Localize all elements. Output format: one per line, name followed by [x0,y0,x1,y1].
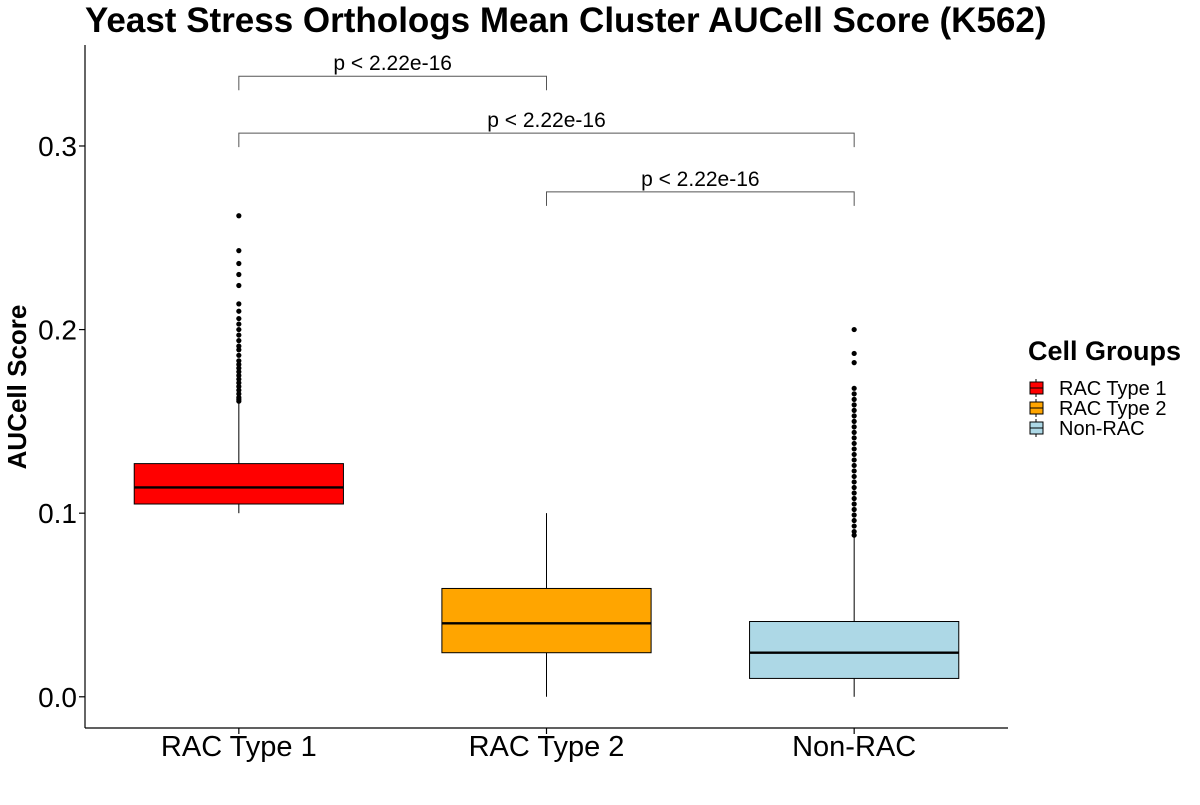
outlier-point [236,352,242,358]
outlier-point [851,435,857,441]
outlier-point [851,402,857,408]
outlier-point [851,517,857,524]
outlier-point [851,396,857,402]
y-tick-label: 0.0 [38,682,77,713]
legend-label: RAC Type 2 [1059,398,1166,420]
legend-entry: RAC Type 1 [1029,378,1166,400]
x-tick-label: RAC Type 2 [469,731,625,763]
outlier-point [236,358,242,364]
outlier-point [851,532,857,538]
outlier-point [236,332,242,338]
significance-bracket: p < 2.22e-16 [238,109,855,148]
box-body [133,463,344,505]
x-tick-label: Non-RAC [792,731,916,763]
outlier-point [851,512,857,518]
outlier-point [236,398,242,404]
significance-bracket: p < 2.22e-16 [546,168,855,206]
legend-entry: RAC Type 2 [1029,398,1166,420]
outlier-point [236,347,242,353]
outlier-point [236,383,242,390]
outlier-point [236,337,242,344]
outlier-point [236,308,242,314]
box-group-rac-type-1 [133,213,344,514]
outlier-point [851,495,857,502]
outlier-point [851,418,857,424]
legend-label: RAC Type 1 [1059,378,1166,400]
outlier-point [851,523,857,529]
outlier-point [851,451,857,458]
outlier-point [236,301,242,307]
outlier-point [851,326,857,333]
outlier-point [851,490,857,496]
outlier-point [236,387,242,393]
bracket-line [546,191,855,206]
box-group-rac-type-2 [441,513,652,697]
outlier-point [851,413,857,419]
outlier-point [236,343,242,349]
y-tick-label: 0.2 [38,315,77,346]
outlier-point [851,429,857,436]
outlier-point [851,407,857,413]
outlier-point [236,376,242,382]
outlier-point [236,213,242,219]
outlier-point [236,271,242,278]
outlier-point [851,501,857,507]
outlier-point [236,380,242,386]
x-tick-label: RAC Type 1 [161,731,317,763]
box-body [441,587,652,654]
outlier-point [851,391,857,397]
outlier-point [851,446,857,452]
box-group-non-rac [749,326,960,697]
outlier-point [851,528,857,535]
outlier-point [851,506,857,513]
bracket-line [238,75,547,91]
outlier-point [851,424,857,430]
y-tick-label: 0.3 [38,131,77,162]
chart-title: Yeast Stress Orthologs Mean Cluster AUCe… [85,1,1047,40]
bracket-line [238,132,855,148]
legend-label: Non-RAC [1059,418,1145,440]
legend-title: Cell Groups [1028,336,1181,366]
outlier-point [851,440,857,447]
outlier-point [851,473,857,480]
outlier-point [236,372,242,379]
outlier-point [851,350,857,357]
outlier-point [851,385,857,391]
outlier-point [236,315,242,322]
significance-bracket: p < 2.22e-16 [238,52,547,91]
outlier-point [236,365,242,371]
outlier-point [851,484,857,491]
outlier-point [236,260,242,267]
outlier-point [236,391,242,397]
outlier-point [851,360,857,366]
outlier-point [236,361,242,368]
p-value-label: p < 2.22e-16 [487,109,606,132]
box-body [749,621,960,679]
plot-area: 0.0 0.1 0.2 0.3 RAC Type 1 RAC Type 2 Non-RAC p… [38,45,1008,763]
y-tick-label: 0.1 [38,498,77,529]
outlier-point [851,468,857,474]
p-value-label: p < 2.22e-16 [641,168,760,191]
legend-entry: Non-RAC [1029,418,1145,440]
outlier-point [851,479,857,485]
outlier-point [236,321,242,327]
outlier-point [236,248,242,254]
p-value-label: p < 2.22e-16 [333,52,452,75]
outlier-point [236,282,242,289]
outlier-point [851,457,857,463]
outlier-point [236,326,242,333]
outlier-point [851,462,857,469]
y-axis-label: AUCell Score [2,305,32,470]
outlier-point [236,369,242,375]
